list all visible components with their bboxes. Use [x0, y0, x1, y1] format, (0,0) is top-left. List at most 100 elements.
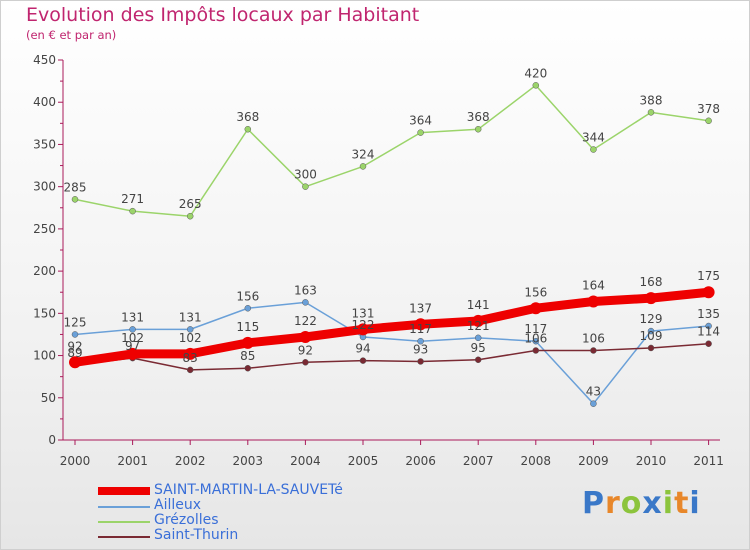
legend-label-saint-martin: SAINT-MARTIN-LA-SAUVETé: [154, 482, 343, 498]
data-label: 131: [352, 306, 375, 320]
data-label: 129: [640, 312, 663, 326]
legend-label-saint-thurin: Saint-Thurin: [154, 527, 239, 543]
series-point: [645, 292, 657, 305]
legend-swatch-ailleux: [98, 506, 150, 508]
data-label: 97: [125, 339, 140, 353]
series-point: [474, 334, 482, 342]
series-point: [241, 336, 254, 349]
series-point: [244, 125, 252, 133]
series-point: [186, 212, 194, 220]
series-point: [129, 207, 136, 215]
data-label: 85: [240, 349, 255, 363]
chart-subtitle: (en € et par an): [26, 28, 117, 42]
data-label: 163: [294, 283, 317, 297]
data-label: 122: [294, 314, 317, 328]
series-point: [414, 318, 427, 331]
series-point: [186, 366, 194, 374]
x-tick-label: 2006: [405, 454, 436, 468]
data-label: 114: [697, 325, 720, 339]
series-line-0: [70, 287, 714, 367]
data-label: 115: [236, 320, 259, 334]
x-tick-label: 2008: [521, 454, 552, 468]
x-tick-label: 2011: [693, 454, 724, 468]
series-point: [647, 344, 655, 352]
data-label: 109: [640, 329, 663, 343]
series-point: [244, 364, 252, 372]
data-label: 43: [586, 385, 601, 399]
brand-letter: r: [605, 486, 621, 521]
series-point: [647, 327, 655, 335]
y-tick-label: 350: [33, 137, 56, 151]
series-point: [590, 400, 597, 407]
y-tick-label: 150: [33, 306, 56, 320]
brand-letter: i: [662, 486, 675, 521]
legend-swatch-saint-thurin: [98, 536, 150, 538]
series-point: [474, 356, 482, 364]
data-label: 122: [352, 318, 375, 332]
data-label: 378: [697, 102, 720, 116]
data-label: 94: [355, 342, 370, 356]
y-tick-label: 50: [41, 391, 56, 405]
data-label: 131: [121, 310, 144, 324]
chart-title: Evolution des Impôts locaux par Habitant: [26, 4, 420, 26]
series-point: [532, 82, 540, 89]
data-label: 93: [413, 342, 428, 356]
y-tick-label: 400: [33, 95, 56, 109]
data-label: 271: [121, 192, 144, 206]
legend-label-grezolles: Grézolles: [154, 512, 219, 528]
data-label: 175: [697, 269, 720, 283]
data-label: 83: [183, 351, 198, 365]
data-label: 137: [409, 301, 432, 315]
x-tick-label: 2001: [117, 454, 148, 468]
x-tick-label: 2003: [233, 454, 264, 468]
data-label: 344: [582, 131, 605, 145]
y-tick-label: 250: [33, 222, 56, 236]
series-point: [186, 326, 194, 333]
series-point: [71, 196, 79, 203]
legend-swatch-grezolles: [98, 521, 150, 523]
data-labels-layer: 285 271 265 368 300 324 364 368 420 344 388 378 125 1…: [64, 66, 721, 398]
data-label: 92: [298, 343, 313, 357]
data-label: 324: [352, 147, 375, 161]
series-point: [71, 331, 79, 338]
series-point: [417, 337, 424, 345]
data-label: 135: [697, 307, 720, 321]
data-label: 364: [409, 114, 432, 128]
series-line-2: [74, 84, 710, 217]
data-label: 106: [582, 331, 605, 345]
data-label: 300: [294, 168, 317, 182]
x-tick-label: 2007: [463, 454, 494, 468]
data-label: 102: [179, 331, 202, 345]
series-point: [126, 347, 139, 360]
series-point: [705, 117, 712, 125]
data-label: 156: [236, 289, 259, 303]
data-label: 95: [471, 341, 486, 355]
series-layer: [69, 82, 715, 407]
series-point: [417, 129, 424, 136]
data-label: 168: [640, 275, 663, 289]
y-tick-label: 0: [48, 433, 56, 447]
x-tick-label: 2004: [290, 454, 321, 468]
data-label: 164: [582, 279, 605, 293]
data-label: 117: [524, 322, 547, 336]
brand-letter: P: [582, 486, 605, 521]
y-tick-label: 100: [33, 349, 56, 363]
data-label: 265: [179, 197, 202, 211]
series-point: [184, 347, 197, 360]
brand-letter: x: [642, 486, 663, 521]
y-tick-label: 450: [33, 53, 56, 67]
y-tick-label: 200: [33, 264, 56, 278]
series-point: [702, 286, 715, 299]
series-point: [474, 125, 482, 133]
series-point: [299, 330, 312, 343]
series-line-3: [74, 342, 710, 371]
series-point: [302, 299, 309, 306]
data-label: 102: [121, 331, 144, 345]
series-point: [705, 340, 712, 347]
series-point: [359, 357, 367, 364]
x-tick-label: 2005: [348, 454, 379, 468]
axes: 0 50 100 150 200 250 300 350 400 450 2000 2001 2002 2…: [33, 53, 724, 468]
data-label: 92: [67, 339, 82, 353]
data-label: 141: [467, 298, 490, 312]
